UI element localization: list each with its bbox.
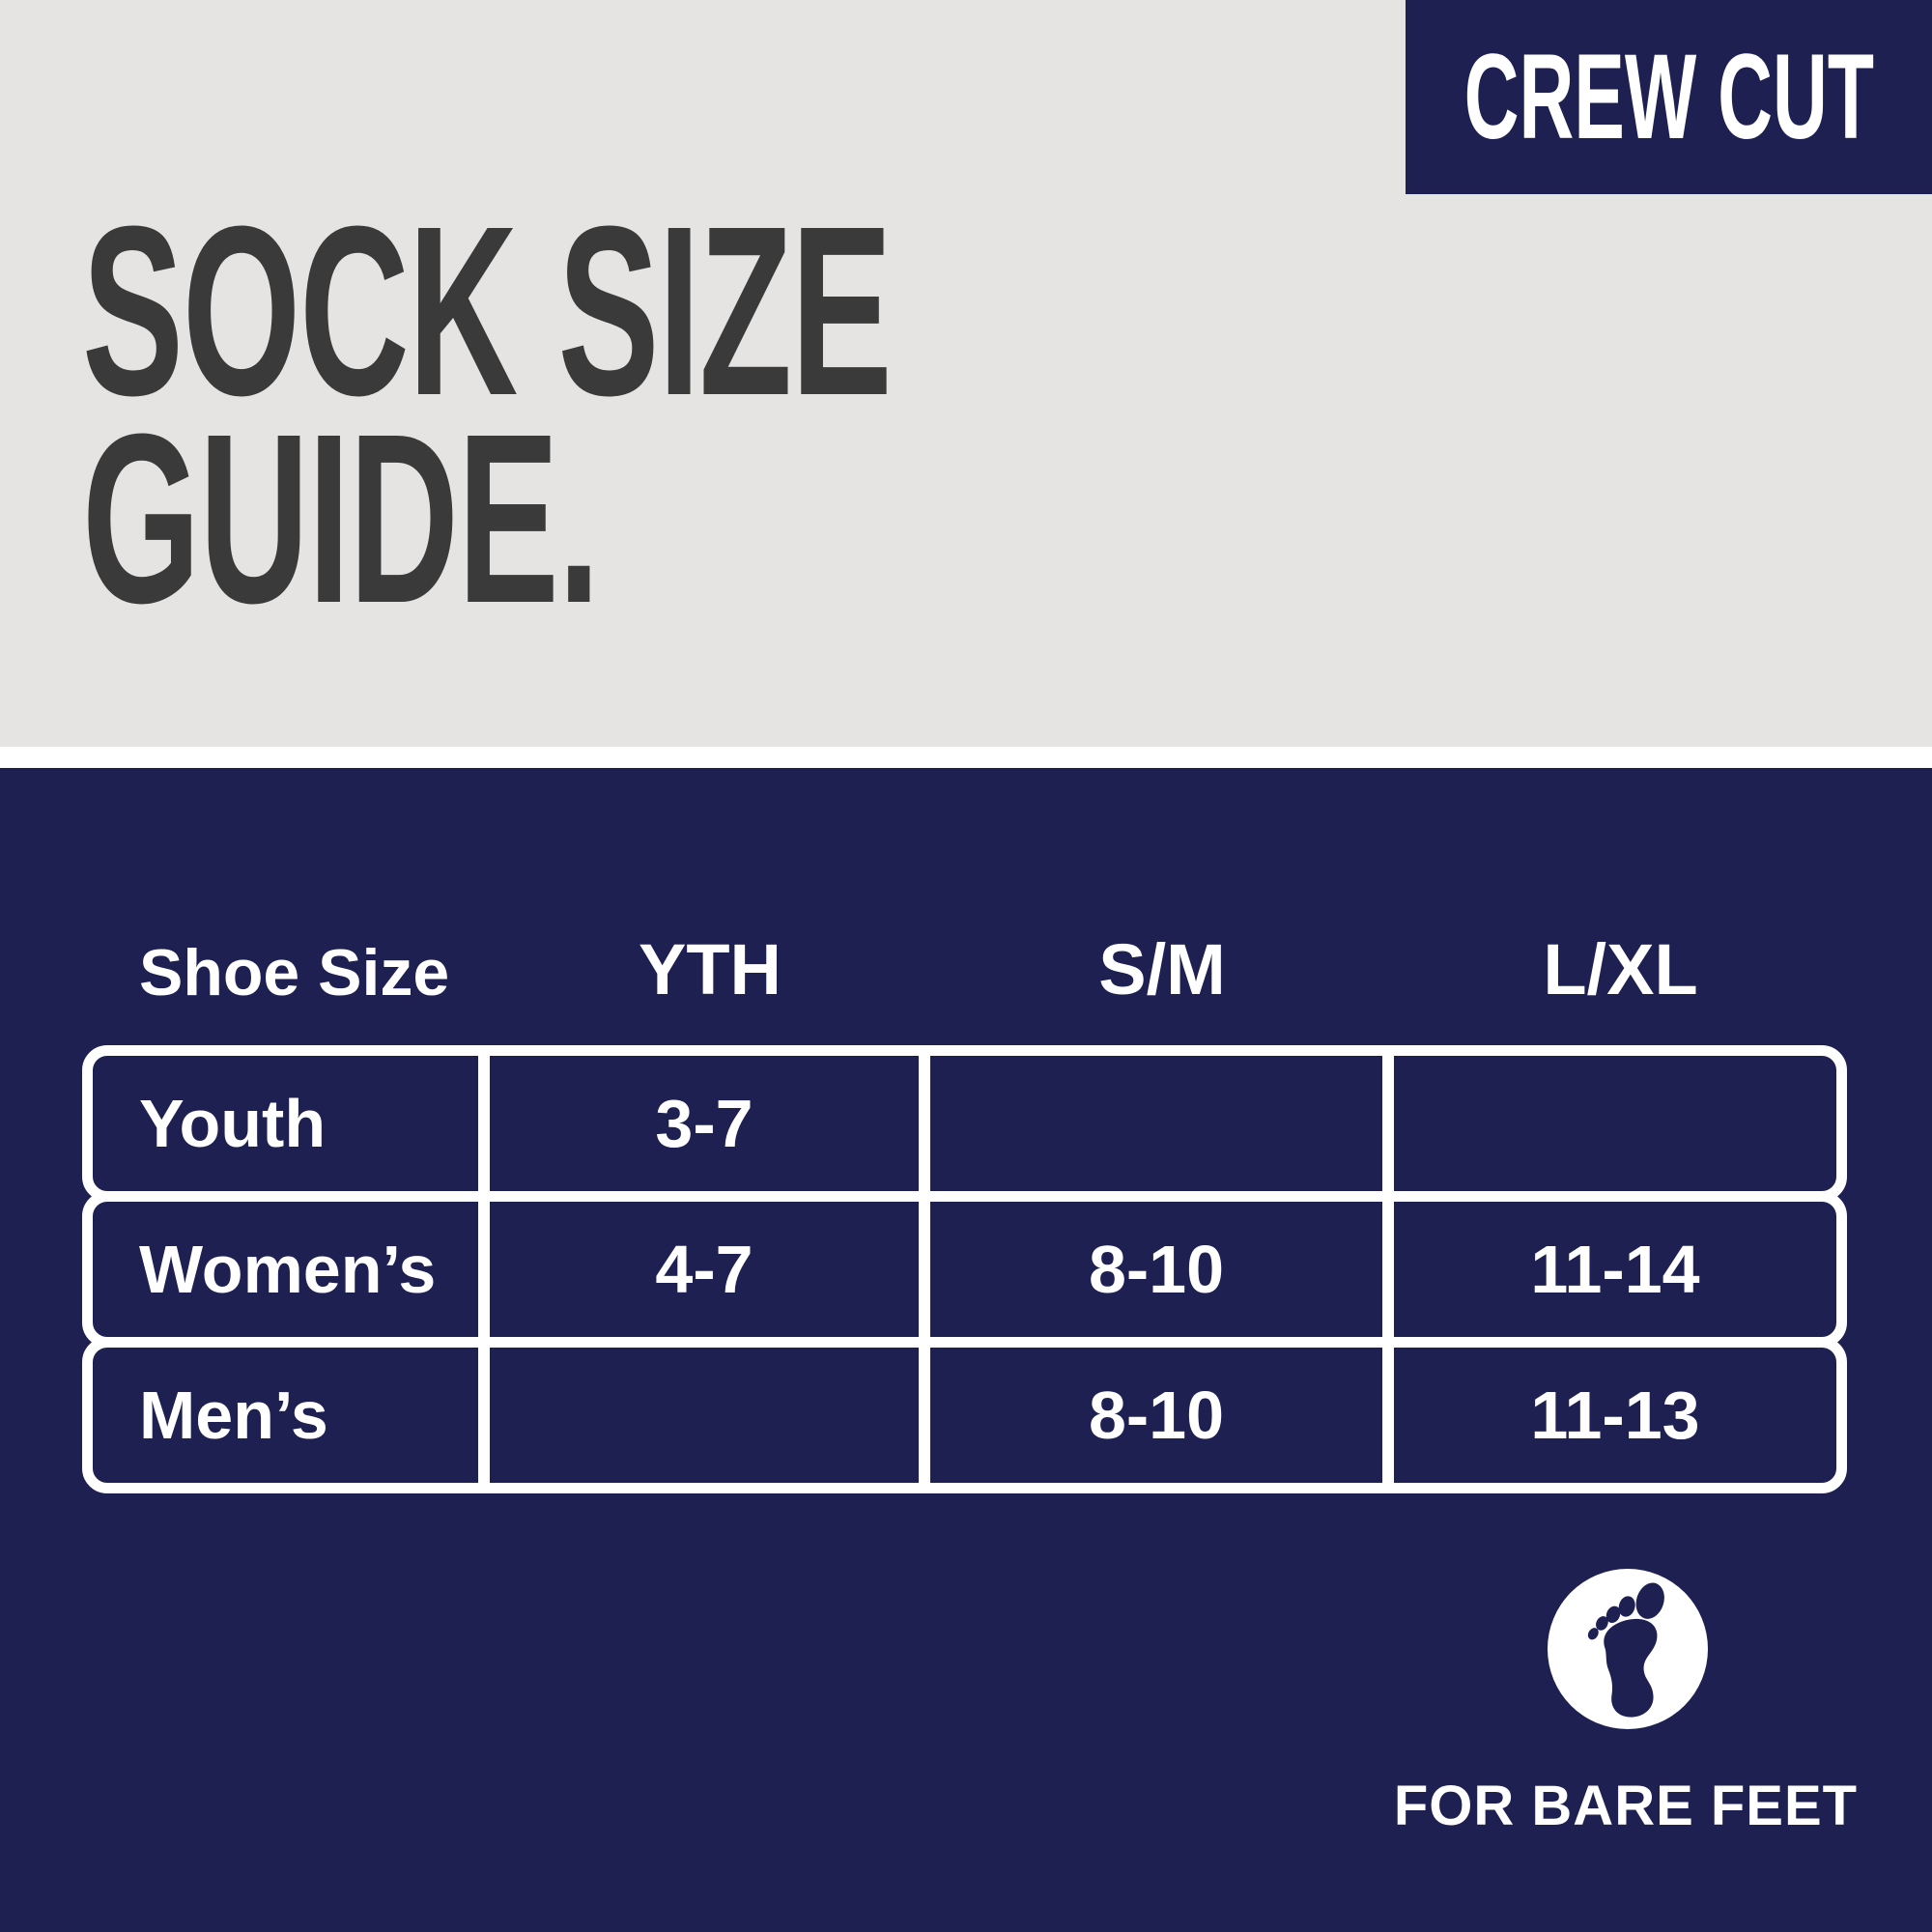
table-row-womens: Women’s 4-7 8-10 11-14 (82, 1191, 1847, 1348)
column-header-shoe-size: Shoe Size (139, 936, 450, 1009)
size-value-cell: 11-13 (1530, 1378, 1700, 1453)
row-label-cell: Women’s (93, 1202, 490, 1337)
title-line-1: SOCK SIZE (82, 176, 893, 445)
column-header-lxl: L/XL (1543, 929, 1698, 1009)
size-value-cell: 3-7 (490, 1056, 930, 1191)
size-value-cell (1394, 1056, 1836, 1191)
size-value-cell: 8-10 (930, 1202, 1394, 1337)
size-value-cell (930, 1056, 1394, 1191)
row-label-cell: Youth (93, 1056, 490, 1191)
table-row-youth: Youth 3-7 (82, 1045, 1847, 1202)
section-divider (0, 747, 1932, 768)
size-table: Youth 3-7 Women’s 4-7 8-10 11-14 Men’s 8… (82, 1045, 1847, 1493)
footprint-icon (1548, 1569, 1708, 1729)
top-section: SOCK SIZE GUIDE. CREW CUT (0, 0, 1932, 747)
table-header-row: Shoe Size YTH S/M L/XL (82, 923, 1847, 1009)
crew-cut-badge: CREW CUT (1406, 0, 1932, 194)
page-title: SOCK SIZE GUIDE. (82, 176, 1366, 653)
column-header-yth: YTH (639, 929, 781, 1009)
size-value-cell: 4-7 (490, 1202, 930, 1337)
size-value-cell: 8-10 (930, 1348, 1394, 1483)
row-label-cell: Men’s (93, 1348, 490, 1483)
crew-cut-badge-label: CREW CUT (1463, 30, 1874, 164)
size-chart-section: Shoe Size YTH S/M L/XL Youth 3-7 Women’s… (0, 768, 1932, 1932)
column-header-sm: S/M (1098, 929, 1226, 1009)
size-value-cell (490, 1348, 930, 1483)
size-value-cell: 11-14 (1530, 1232, 1700, 1307)
table-row-mens: Men’s 8-10 11-13 (82, 1337, 1847, 1493)
title-line-2: GUIDE. (82, 384, 600, 653)
brand-name: FOR BARE FEET (1393, 1775, 1859, 1837)
